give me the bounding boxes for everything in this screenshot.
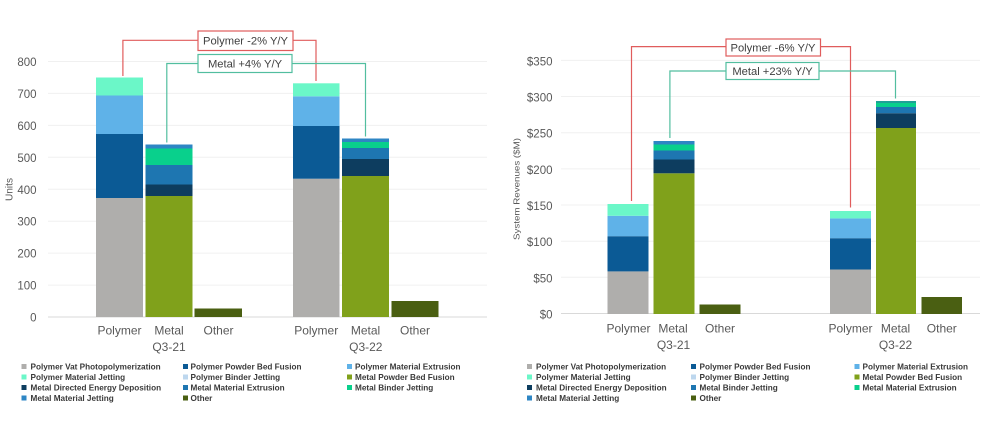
svg-text:Metal Directed Energy Depositi: Metal Directed Energy Deposition bbox=[31, 384, 162, 393]
svg-text:Q3-22: Q3-22 bbox=[349, 340, 383, 354]
svg-text:Polymer Material Extrusion: Polymer Material Extrusion bbox=[863, 363, 969, 372]
svg-text:Polymer Material Jetting: Polymer Material Jetting bbox=[536, 373, 631, 382]
svg-text:Metal: Metal bbox=[658, 321, 687, 335]
svg-text:$100: $100 bbox=[527, 237, 553, 249]
svg-text:Metal Binder Jetting: Metal Binder Jetting bbox=[355, 384, 433, 393]
svg-text:Metal Material Jetting: Metal Material Jetting bbox=[536, 394, 619, 403]
svg-text:200: 200 bbox=[17, 249, 36, 261]
svg-text:Metal: Metal bbox=[154, 324, 183, 338]
svg-text:Polymer: Polymer bbox=[606, 321, 650, 335]
svg-text:100: 100 bbox=[17, 281, 36, 293]
svg-text:Metal +23% Y/Y: Metal +23% Y/Y bbox=[732, 66, 813, 78]
svg-text:Metal: Metal bbox=[351, 324, 380, 338]
svg-text:$350: $350 bbox=[527, 56, 553, 68]
svg-text:Q3-21: Q3-21 bbox=[657, 338, 691, 352]
svg-text:Other: Other bbox=[203, 324, 233, 338]
svg-text:800: 800 bbox=[17, 57, 36, 69]
svg-text:Other: Other bbox=[191, 394, 214, 403]
svg-text:Other: Other bbox=[400, 324, 430, 338]
svg-text:Metal Material Extrusion: Metal Material Extrusion bbox=[191, 384, 285, 393]
svg-text:Q3-21: Q3-21 bbox=[152, 340, 186, 354]
svg-text:700: 700 bbox=[17, 89, 36, 101]
svg-text:Other: Other bbox=[927, 321, 957, 335]
svg-text:0: 0 bbox=[30, 313, 36, 325]
svg-text:Metal Material Jetting: Metal Material Jetting bbox=[31, 394, 114, 403]
svg-text:$0: $0 bbox=[540, 310, 553, 322]
svg-text:Polymer: Polymer bbox=[97, 324, 141, 338]
svg-text:Polymer Powder Bed Fusion: Polymer Powder Bed Fusion bbox=[191, 363, 302, 372]
svg-text:Polymer -2% Y/Y: Polymer -2% Y/Y bbox=[203, 36, 289, 48]
svg-text:Metal: Metal bbox=[881, 321, 910, 335]
svg-text:Polymer Powder Bed Fusion: Polymer Powder Bed Fusion bbox=[700, 363, 811, 372]
svg-text:Units: Units bbox=[4, 178, 15, 201]
svg-text:Polymer Material Extrusion: Polymer Material Extrusion bbox=[355, 363, 461, 372]
svg-text:Polymer: Polymer bbox=[294, 324, 338, 338]
svg-text:Polymer -6% Y/Y: Polymer -6% Y/Y bbox=[731, 42, 817, 54]
svg-text:$300: $300 bbox=[527, 93, 553, 105]
svg-text:Other: Other bbox=[700, 394, 723, 403]
svg-text:$200: $200 bbox=[527, 165, 553, 177]
svg-text:Polymer Material Jetting: Polymer Material Jetting bbox=[31, 373, 126, 382]
svg-text:$150: $150 bbox=[527, 201, 553, 213]
svg-text:System Revenues ($M): System Revenues ($M) bbox=[511, 138, 521, 240]
svg-text:400: 400 bbox=[17, 185, 36, 197]
svg-text:600: 600 bbox=[17, 121, 36, 133]
svg-text:Polymer Binder Jetting: Polymer Binder Jetting bbox=[700, 373, 790, 382]
svg-text:Polymer Vat Photopolymerizatio: Polymer Vat Photopolymerization bbox=[536, 363, 666, 372]
svg-text:$50: $50 bbox=[533, 273, 552, 285]
svg-text:Metal Powder Bed Fusion: Metal Powder Bed Fusion bbox=[863, 373, 963, 382]
svg-text:Polymer Binder Jetting: Polymer Binder Jetting bbox=[191, 373, 281, 382]
svg-text:Metal Material Extrusion: Metal Material Extrusion bbox=[863, 384, 957, 393]
svg-text:Q3-22: Q3-22 bbox=[879, 338, 913, 352]
svg-text:Polymer Vat Photopolymerizatio: Polymer Vat Photopolymerization bbox=[31, 363, 161, 372]
svg-text:Other: Other bbox=[705, 321, 735, 335]
svg-text:$250: $250 bbox=[527, 129, 553, 141]
svg-text:Metal Powder Bed Fusion: Metal Powder Bed Fusion bbox=[355, 373, 455, 382]
svg-text:Metal Directed Energy Depositi: Metal Directed Energy Deposition bbox=[536, 384, 667, 393]
svg-text:500: 500 bbox=[17, 153, 36, 165]
svg-text:Polymer: Polymer bbox=[828, 321, 872, 335]
svg-text:Metal +4% Y/Y: Metal +4% Y/Y bbox=[208, 58, 283, 70]
svg-text:300: 300 bbox=[17, 217, 36, 229]
svg-text:Metal Binder Jetting: Metal Binder Jetting bbox=[700, 384, 778, 393]
